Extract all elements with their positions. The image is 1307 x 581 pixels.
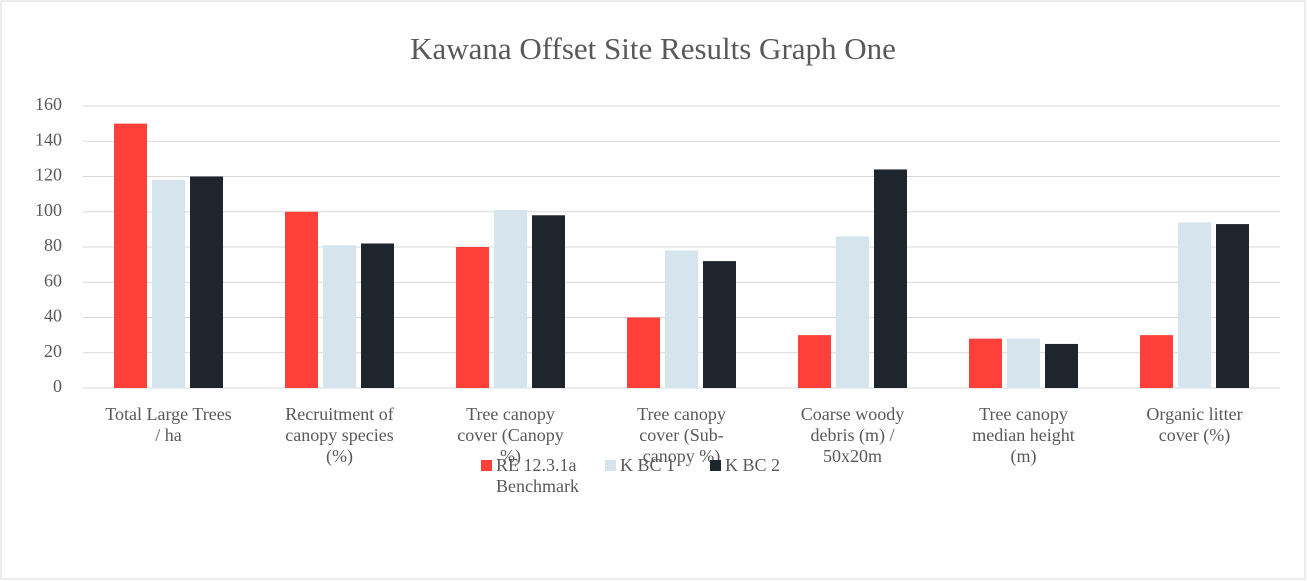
y-tick-label: 60 (44, 270, 62, 290)
y-tick-label: 140 (35, 129, 62, 149)
bar (114, 123, 147, 388)
bar (1007, 338, 1040, 388)
bar (665, 250, 698, 388)
legend-label: K BC 2 (725, 455, 781, 475)
bar (969, 338, 1002, 388)
bar (627, 317, 660, 388)
bar (323, 245, 356, 388)
chart-title: Kawana Offset Site Results Graph One (410, 31, 896, 66)
bar (1216, 224, 1249, 388)
x-tick-label: Tree canopy cover (Sub-canopy %) (637, 404, 726, 466)
x-tick-label: Tree canopy cover (Canopy %) (457, 404, 564, 466)
bar (152, 180, 185, 388)
bar (285, 211, 318, 388)
bar (494, 209, 527, 388)
x-tick-label: Total Large Trees / ha (105, 404, 232, 445)
y-tick-label: 120 (35, 165, 62, 185)
bar (190, 176, 223, 388)
bar (703, 261, 736, 388)
legend-swatch (605, 460, 616, 471)
y-tick-label: 80 (44, 235, 62, 255)
legend-swatch (481, 460, 492, 471)
x-tick-label: Coarse woody debris (m) / 50x20m (800, 404, 905, 466)
legend-swatch (710, 460, 721, 471)
x-tick-label: Tree canopy median height (m) (972, 404, 1075, 466)
y-tick-label: 100 (35, 200, 62, 220)
y-tick-label: 160 (35, 94, 62, 114)
bar (798, 335, 831, 388)
y-tick-label: 40 (44, 306, 62, 326)
bar (874, 169, 907, 388)
bar (361, 243, 394, 388)
y-tick-label: 20 (44, 341, 62, 361)
bar (532, 215, 565, 388)
legend-label: K BC 1 (620, 455, 676, 475)
legend-label: RE 12.3.1a Benchmark (496, 455, 579, 496)
bar (1140, 335, 1173, 388)
bar (1045, 343, 1078, 388)
x-tick-label: Recruitment of canopy species (%) (285, 404, 394, 466)
x-tick-label: Organic litter cover (%) (1146, 404, 1243, 445)
bar (1178, 222, 1211, 388)
bar (456, 247, 489, 388)
y-tick-label: 0 (53, 376, 62, 396)
bar (836, 236, 869, 388)
